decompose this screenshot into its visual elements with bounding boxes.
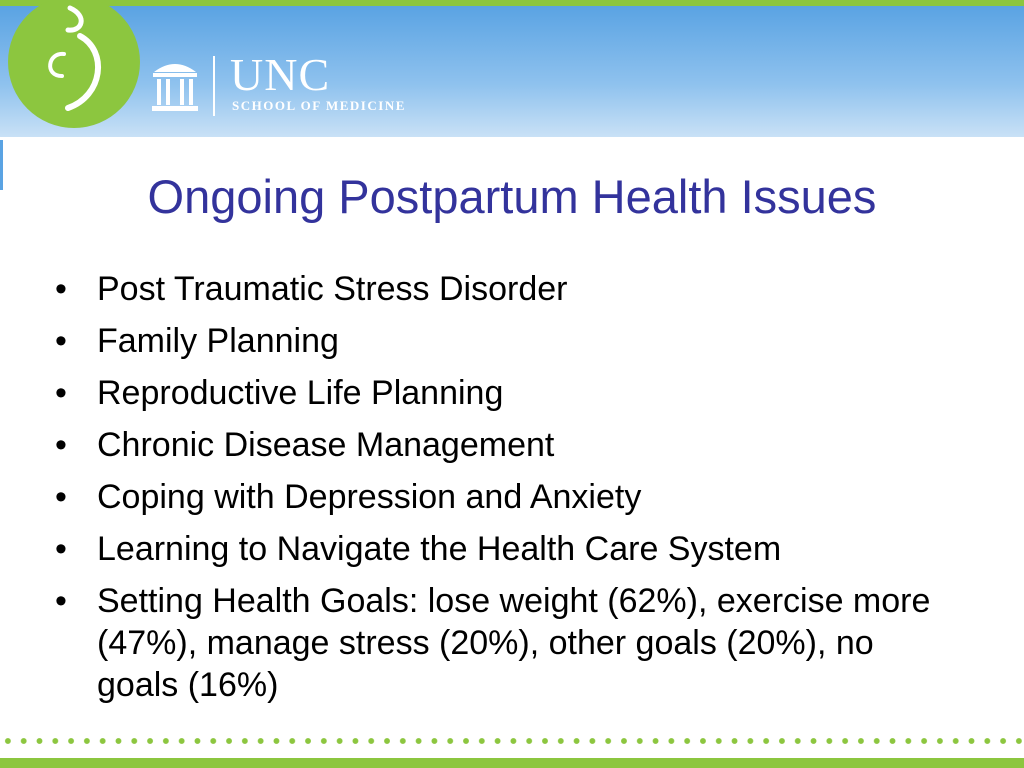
list-item: • Post Traumatic Stress Disorder: [55, 268, 955, 310]
logo-divider: [213, 56, 215, 116]
bullet-icon: •: [55, 478, 67, 516]
bullet-text: Post Traumatic Stress Disorder: [97, 270, 568, 308]
bullet-text: Reproductive Life Planning: [97, 374, 504, 412]
list-item: • Family Planning: [55, 320, 955, 362]
bullet-text: Coping with Depression and Anxiety: [97, 478, 642, 516]
slide-title: Ongoing Postpartum Health Issues: [147, 170, 877, 223]
list-item: • Reproductive Life Planning: [55, 372, 955, 414]
header-band: UNC SCHOOL OF MEDICINE: [0, 0, 1024, 137]
left-edge-mark: [0, 140, 3, 190]
bullet-list: • Post Traumatic Stress Disorder • Famil…: [55, 268, 955, 716]
dotted-divider: [0, 733, 1024, 753]
bullet-icon: •: [55, 582, 67, 620]
bullet-icon: •: [55, 374, 67, 412]
bullet-text: Chronic Disease Management: [97, 426, 555, 464]
bullet-icon: •: [55, 530, 67, 568]
green-circle-logo-icon: [8, 0, 140, 128]
org-name: UNC: [230, 49, 331, 100]
bullet-text: Learning to Navigate the Health Care Sys…: [97, 530, 782, 568]
list-item: • Setting Health Goals: lose weight (62%…: [55, 580, 955, 706]
bullet-text: Family Planning: [97, 322, 339, 360]
bottom-green-stripe: [0, 758, 1024, 768]
list-item: • Coping with Depression and Anxiety: [55, 476, 955, 518]
old-well-icon: [152, 64, 198, 111]
bullet-icon: •: [55, 426, 67, 464]
bullet-text: Setting Health Goals: lose weight (62%),…: [97, 582, 931, 704]
bullet-icon: •: [55, 270, 67, 308]
list-item: • Learning to Navigate the Health Care S…: [55, 528, 955, 570]
bullet-icon: •: [55, 322, 67, 360]
org-subtitle: SCHOOL OF MEDICINE: [232, 98, 406, 113]
top-green-stripe: [0, 0, 1024, 6]
list-item: • Chronic Disease Management: [55, 424, 955, 466]
